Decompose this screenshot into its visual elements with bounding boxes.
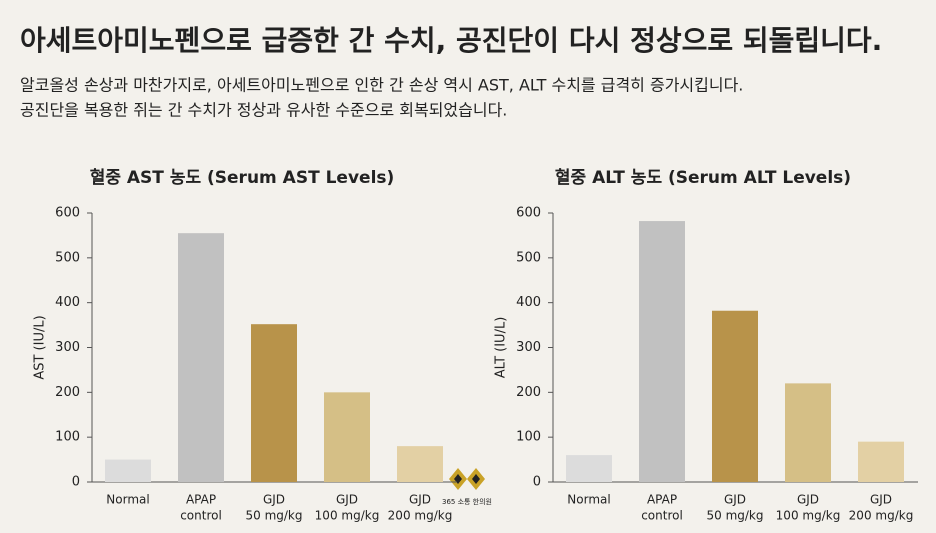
- x-tick-label: APAP: [186, 493, 216, 507]
- bar: [785, 383, 831, 482]
- y-tick-label: 500: [516, 250, 541, 265]
- bar: [712, 310, 758, 482]
- y-tick-label: 500: [55, 250, 80, 265]
- bar: [639, 221, 685, 482]
- x-tick-label: 200 mg/kg: [849, 509, 914, 523]
- x-tick-label: GJD: [870, 493, 892, 507]
- bar: [324, 392, 370, 482]
- x-tick-label: 50 mg/kg: [707, 509, 764, 523]
- watermark: 365 소통 한의원: [442, 497, 492, 506]
- bar: [178, 233, 224, 482]
- x-tick-label: GJD: [797, 493, 819, 507]
- x-tick-label: 200 mg/kg: [388, 509, 453, 523]
- chart-title: 혈중 AST 농도 (Serum AST Levels): [90, 167, 395, 188]
- x-tick-label: GJD: [336, 493, 358, 507]
- y-tick-label: 200: [55, 385, 80, 400]
- y-tick-label: 300: [55, 340, 80, 355]
- x-tick-label: APAP: [647, 493, 677, 507]
- y-axis-label: ALT (IU/L): [494, 317, 509, 379]
- x-tick-label: Normal: [106, 493, 149, 507]
- y-tick-label: 400: [516, 295, 541, 310]
- x-tick-label: GJD: [409, 493, 431, 507]
- y-tick-label: 100: [516, 430, 541, 445]
- y-tick-label: 300: [516, 340, 541, 355]
- x-tick-label: control: [641, 509, 683, 523]
- bar: [566, 455, 612, 482]
- y-tick-label: 0: [72, 475, 80, 490]
- subtitle-line: 공진단을 복용한 쥐는 간 수치가 정상과 유사한 수준으로 회복되었습니다.: [20, 101, 507, 120]
- x-tick-label: 50 mg/kg: [246, 509, 303, 523]
- y-tick-label: 0: [533, 475, 541, 490]
- y-tick-label: 600: [55, 206, 80, 221]
- logo: 365 소통 한의원: [442, 468, 492, 506]
- bar: [397, 446, 443, 482]
- slide-title: 아세트아미노펜으로 급증한 간 수치, 공진단이 다시 정상으로 되돌립니다.: [20, 24, 882, 57]
- y-tick-label: 100: [55, 430, 80, 445]
- y-tick-label: 400: [55, 295, 80, 310]
- y-tick-label: 600: [516, 206, 541, 221]
- y-tick-label: 200: [516, 385, 541, 400]
- subtitle-line: 알코올성 손상과 마찬가지로, 아세트아미노펜으로 인한 간 손상 역시 AST…: [20, 76, 743, 95]
- y-axis-label: AST (IU/L): [33, 315, 48, 379]
- x-tick-label: Normal: [567, 493, 610, 507]
- x-tick-label: GJD: [263, 493, 285, 507]
- x-tick-label: GJD: [724, 493, 746, 507]
- x-tick-label: 100 mg/kg: [776, 509, 841, 523]
- bar: [105, 459, 151, 482]
- bar: [251, 324, 297, 482]
- bar: [858, 441, 904, 482]
- x-tick-label: 100 mg/kg: [315, 509, 380, 523]
- x-tick-label: control: [180, 509, 222, 523]
- chart-title: 혈중 ALT 농도 (Serum ALT Levels): [555, 167, 851, 188]
